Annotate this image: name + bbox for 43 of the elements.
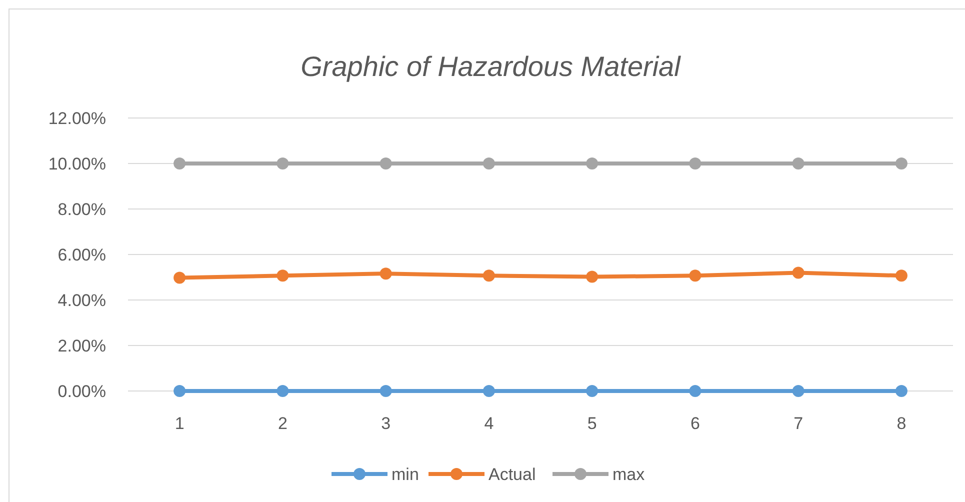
y-tick-label: 12.00%: [48, 108, 106, 128]
point: [174, 158, 186, 170]
x-tick-label: 1: [174, 414, 184, 433]
point: [895, 270, 908, 282]
point: [482, 158, 495, 170]
point: [482, 270, 495, 282]
point: [689, 270, 702, 282]
point: [380, 385, 392, 397]
point: [586, 385, 598, 397]
y-tick-label: 4.00%: [58, 290, 106, 310]
point: [380, 268, 392, 280]
legend-label: max: [612, 464, 646, 484]
point: [380, 158, 392, 170]
y-tick-label: 8.00%: [58, 200, 106, 219]
point: [689, 158, 702, 170]
point: [586, 158, 598, 170]
x-tick-label: 2: [278, 414, 288, 433]
y-tick-label: 6.00%: [58, 245, 106, 264]
point: [276, 385, 289, 397]
y-tick-label: 10.00%: [48, 154, 106, 174]
x-tick-label: 8: [896, 414, 906, 433]
y-tick-label: 2.00%: [58, 336, 106, 356]
point: [276, 270, 289, 282]
point: [689, 385, 702, 397]
point: [276, 158, 289, 170]
x-tick-label: 7: [794, 414, 804, 433]
y-tick-label: 0.00%: [58, 382, 106, 401]
point: [586, 270, 598, 283]
point: [792, 266, 804, 279]
point: [482, 385, 495, 397]
point: [174, 385, 186, 397]
legend-label: Actual: [488, 464, 536, 484]
chart-title: Graphic of Hazardous Material: [300, 51, 682, 82]
legend-label: min: [392, 464, 419, 484]
point: [174, 272, 186, 284]
x-tick-label: 4: [484, 414, 494, 433]
point: [792, 385, 804, 397]
point: [895, 385, 908, 397]
x-tick-label: 6: [690, 414, 700, 433]
x-tick-label: 5: [587, 414, 597, 433]
point: [792, 158, 804, 170]
x-tick-label: 3: [381, 414, 391, 433]
point: [895, 158, 908, 170]
